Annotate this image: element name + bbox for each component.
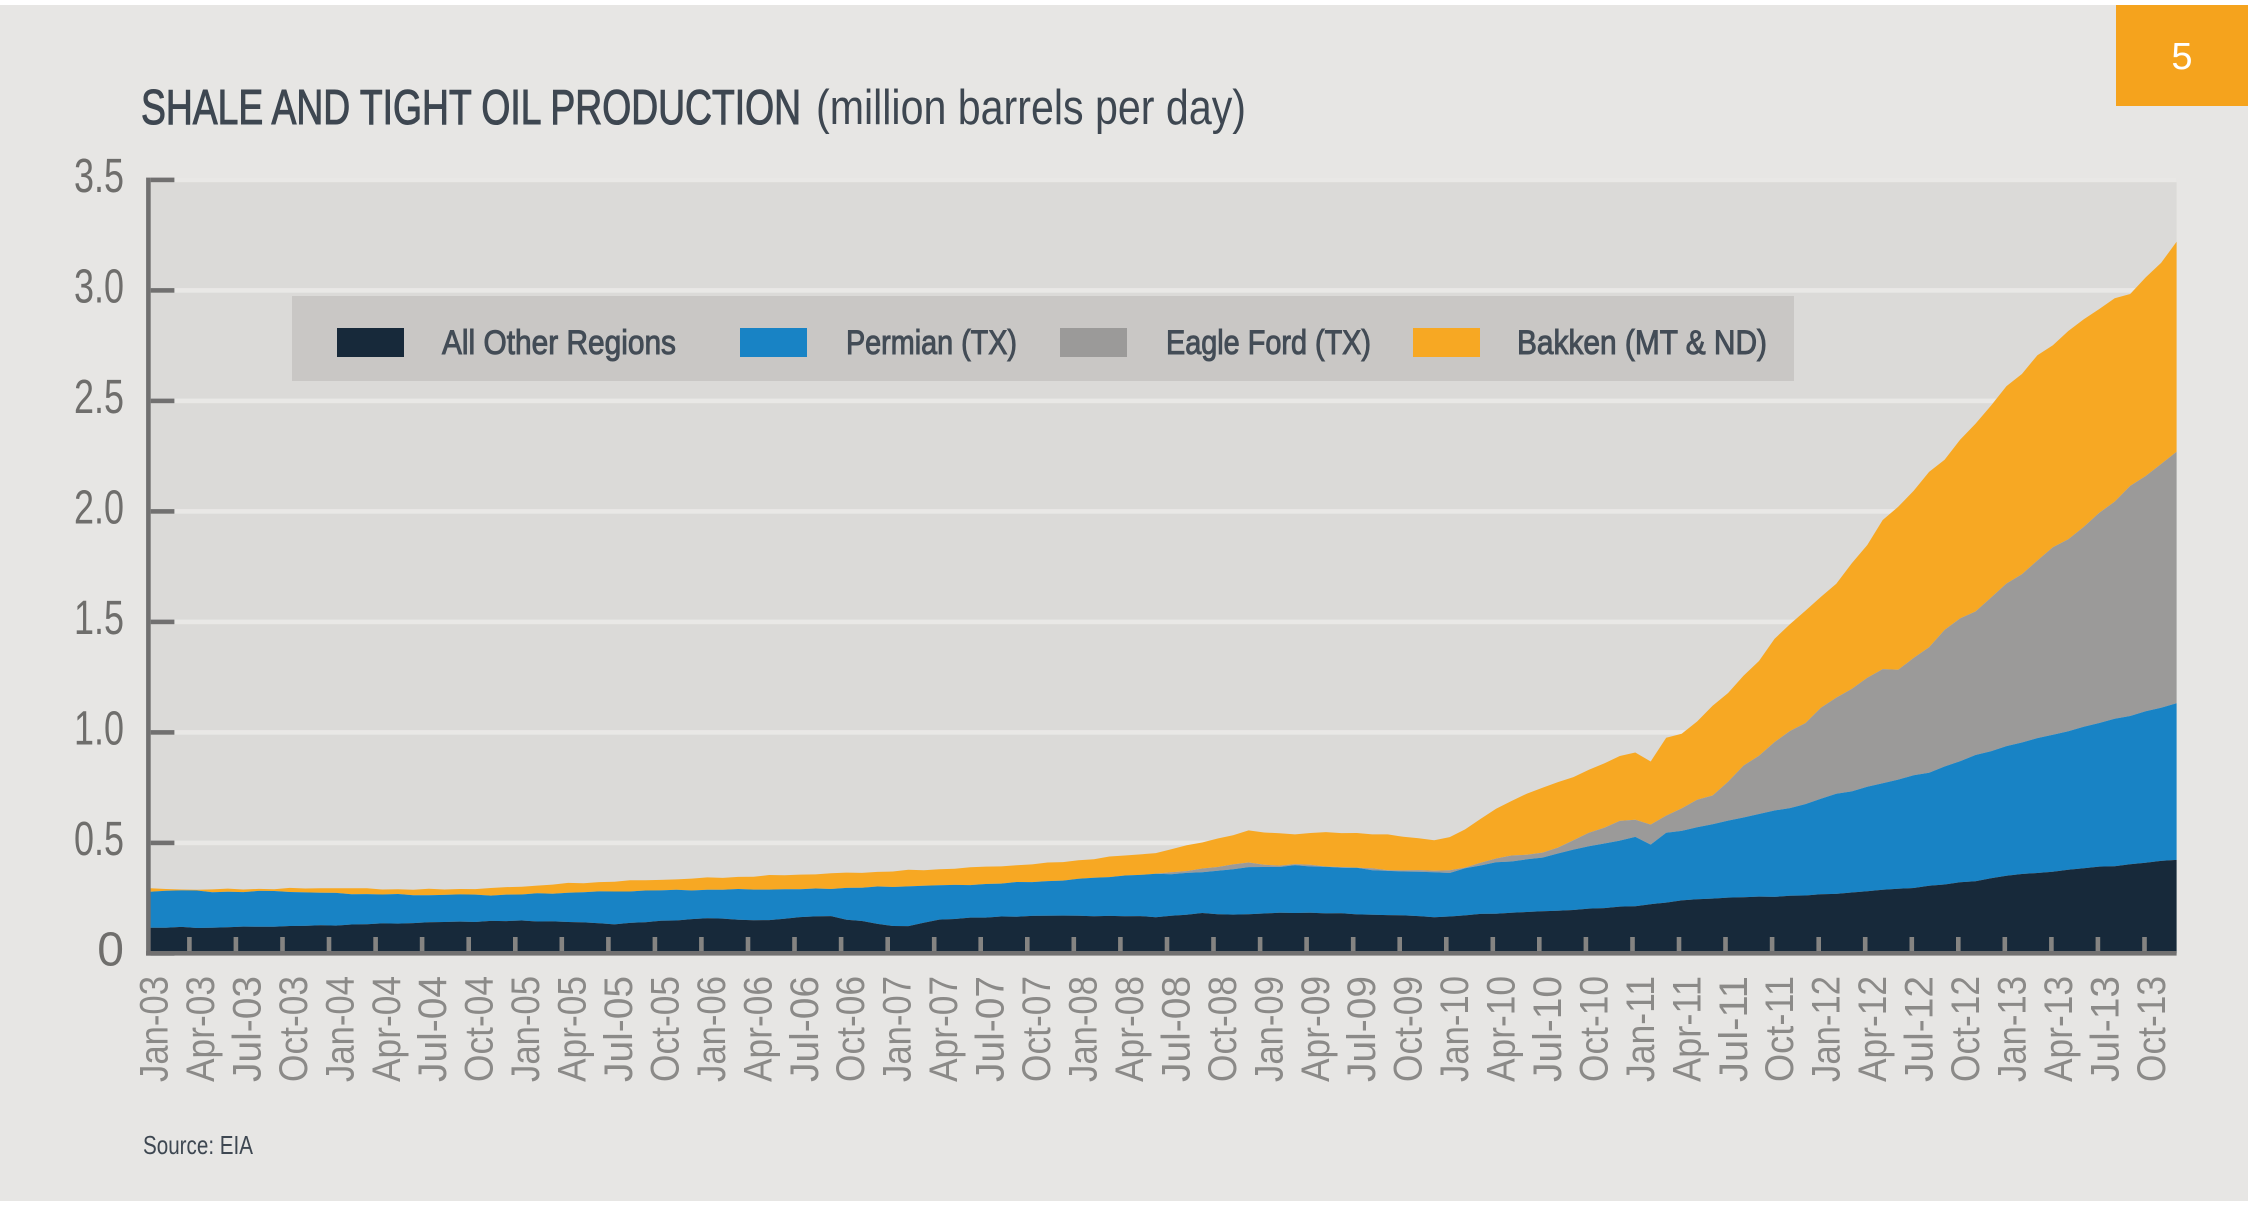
- svg-text:0: 0: [97, 923, 124, 976]
- svg-text:SHALE AND TIGHT OIL PRODUCTION: SHALE AND TIGHT OIL PRODUCTION: [141, 81, 801, 135]
- svg-text:Bakken (MT & ND): Bakken (MT & ND): [1517, 324, 1767, 362]
- svg-text:Oct-08: Oct-08: [1201, 976, 1245, 1082]
- svg-text:Jan-09: Jan-09: [1247, 976, 1291, 1082]
- svg-text:Permian (TX): Permian (TX): [846, 324, 1017, 362]
- svg-text:Jul-03: Jul-03: [225, 976, 269, 1082]
- svg-text:Jul-09: Jul-09: [1340, 976, 1384, 1082]
- svg-text:3.0: 3.0: [74, 260, 124, 313]
- svg-text:Oct-11: Oct-11: [1758, 976, 1802, 1082]
- svg-text:Oct-03: Oct-03: [272, 976, 316, 1082]
- svg-text:Oct-06: Oct-06: [829, 976, 873, 1082]
- svg-text:Apr-08: Apr-08: [1108, 976, 1152, 1082]
- svg-text:Apr-05: Apr-05: [551, 976, 595, 1082]
- svg-text:Jul-04: Jul-04: [411, 976, 455, 1082]
- svg-text:Oct-10: Oct-10: [1573, 976, 1617, 1082]
- svg-text:Jul-13: Jul-13: [2083, 976, 2127, 1082]
- svg-text:All Other Regions: All Other Regions: [442, 324, 676, 362]
- svg-text:2.5: 2.5: [74, 371, 124, 424]
- svg-text:Oct-12: Oct-12: [1944, 976, 1988, 1082]
- svg-text:Jan-05: Jan-05: [504, 976, 548, 1082]
- svg-text:Apr-11: Apr-11: [1665, 976, 1709, 1082]
- svg-text:Apr-10: Apr-10: [1480, 976, 1524, 1082]
- svg-text:Jan-08: Jan-08: [1062, 976, 1106, 1082]
- svg-text:Jul-05: Jul-05: [597, 976, 641, 1082]
- svg-text:Source: EIA: Source: EIA: [143, 1130, 254, 1160]
- svg-text:Oct-05: Oct-05: [644, 976, 688, 1082]
- svg-text:Oct-13: Oct-13: [2130, 976, 2174, 1082]
- svg-text:Jul-11: Jul-11: [1712, 976, 1756, 1082]
- svg-text:Apr-07: Apr-07: [922, 976, 966, 1082]
- svg-text:Jan-06: Jan-06: [690, 976, 734, 1082]
- svg-text:Apr-04: Apr-04: [365, 976, 409, 1082]
- svg-text:5: 5: [2171, 36, 2192, 78]
- svg-text:Jul-12: Jul-12: [1898, 976, 1942, 1082]
- svg-text:Jul-08: Jul-08: [1154, 976, 1198, 1082]
- svg-text:Apr-03: Apr-03: [179, 976, 223, 1082]
- svg-text:Oct-04: Oct-04: [458, 976, 502, 1082]
- svg-text:Eagle Ford (TX): Eagle Ford (TX): [1166, 324, 1371, 362]
- svg-text:Jul-06: Jul-06: [783, 976, 827, 1082]
- svg-text:Jan-04: Jan-04: [318, 976, 362, 1082]
- svg-text:1.0: 1.0: [74, 702, 124, 755]
- svg-text:Jan-07: Jan-07: [876, 976, 920, 1082]
- svg-text:Apr-13: Apr-13: [2037, 976, 2081, 1082]
- svg-text:Jan-11: Jan-11: [1619, 976, 1663, 1082]
- svg-text:Jul-10: Jul-10: [1526, 976, 1570, 1082]
- svg-text:3.5: 3.5: [74, 150, 124, 203]
- svg-text:Jan-12: Jan-12: [1805, 976, 1849, 1082]
- svg-text:(million barrels per day): (million barrels per day): [816, 81, 1246, 135]
- svg-text:Oct-09: Oct-09: [1387, 976, 1431, 1082]
- svg-text:0.5: 0.5: [74, 813, 124, 866]
- svg-text:Jul-07: Jul-07: [969, 976, 1013, 1082]
- svg-text:Apr-09: Apr-09: [1294, 976, 1338, 1082]
- svg-text:Oct-07: Oct-07: [1015, 976, 1059, 1082]
- svg-text:Jan-10: Jan-10: [1433, 976, 1477, 1082]
- svg-text:Jan-13: Jan-13: [1991, 976, 2035, 1082]
- svg-text:Apr-06: Apr-06: [736, 976, 780, 1082]
- svg-text:2.0: 2.0: [74, 481, 124, 534]
- svg-text:1.5: 1.5: [74, 592, 124, 645]
- svg-text:Apr-12: Apr-12: [1851, 976, 1895, 1082]
- svg-text:Jan-03: Jan-03: [133, 976, 177, 1082]
